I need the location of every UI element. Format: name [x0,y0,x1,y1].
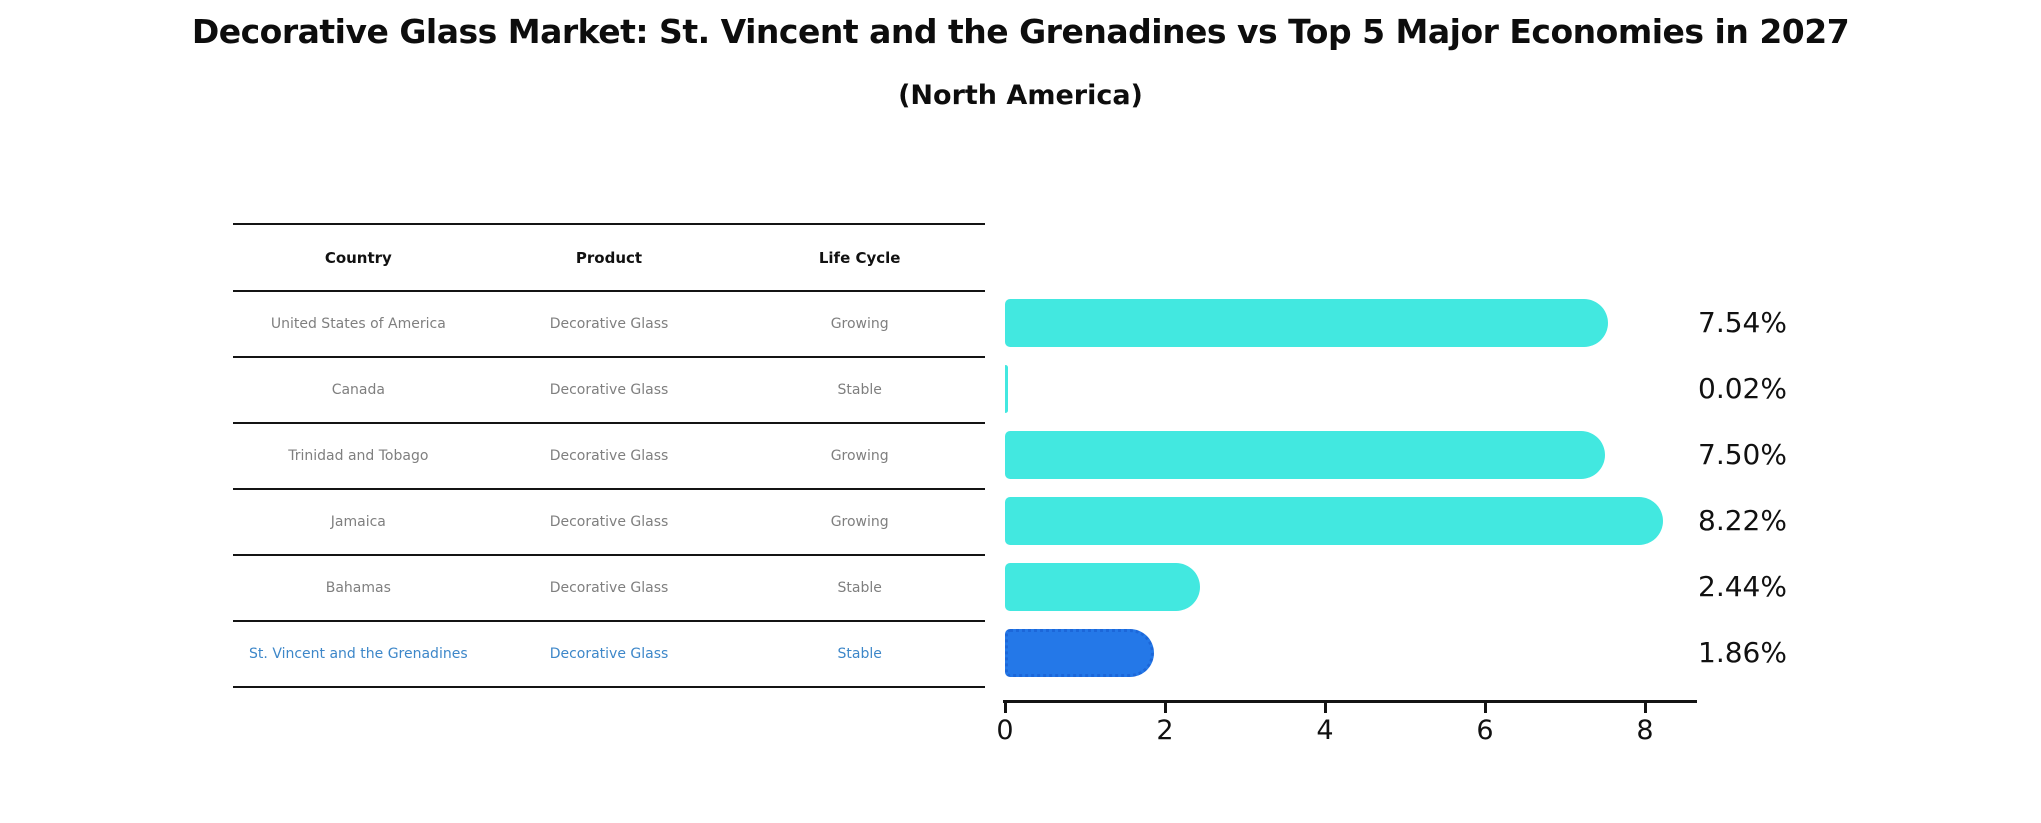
bar-jamaica [1005,497,1663,545]
table-row-st-vincent-and-the-grenadines: St. Vincent and the Grenadines Decorativ… [233,622,985,688]
cell-country: Trinidad and Tobago [288,448,429,464]
table-header-row: Country Product Life Cycle [233,225,985,292]
x-axis-tick-label: 2 [1156,715,1174,746]
cell-product: Decorative Glass [549,646,669,662]
cell-life-cycle: Stable [837,580,882,596]
column-header-product: Product [575,248,643,267]
table-row-canada: Canada Decorative Glass Stable [233,358,985,424]
bar-canada [1005,365,1008,413]
cell-life-cycle: Stable [837,646,882,662]
bar-trinidad-and-tobago [1005,431,1605,479]
x-axis-tick-label: 8 [1636,715,1654,746]
chart-title: Decorative Glass Market: St. Vincent and… [191,12,1850,51]
bar-united-states [1005,299,1609,347]
column-header-country: Country [324,248,392,267]
cell-country: Bahamas [325,580,391,596]
x-axis-line [1003,700,1697,703]
x-axis-tick-mark [1324,703,1327,713]
cell-product: Decorative Glass [549,382,669,398]
cell-country: Jamaica [330,514,386,530]
value-label: 7.54% [1698,306,1787,339]
table-row-jamaica: Jamaica Decorative Glass Growing [233,490,985,556]
value-label: 0.02% [1698,372,1787,405]
table-row-trinidad-and-tobago: Trinidad and Tobago Decorative Glass Gro… [233,424,985,490]
cell-product: Decorative Glass [549,448,669,464]
x-axis-tick-mark [1644,703,1647,713]
value-label: 2.44% [1698,570,1787,603]
x-axis-tick-label: 6 [1476,715,1494,746]
cell-product: Decorative Glass [549,316,669,332]
bar-st-vincent-and-the-grenadines [1005,629,1154,677]
cell-product: Decorative Glass [549,580,669,596]
x-axis-tick-mark [1004,703,1007,713]
column-header-life-cycle: Life Cycle [818,248,901,267]
x-axis-tick-mark [1164,703,1167,713]
cell-product: Decorative Glass [549,514,669,530]
table-row-bahamas: Bahamas Decorative Glass Stable [233,556,985,622]
cell-life-cycle: Growing [830,448,889,464]
cell-country: United States of America [270,316,446,332]
value-label: 7.50% [1698,438,1787,471]
value-label: 8.22% [1698,504,1787,537]
bar-bahamas [1005,563,1201,611]
cell-country: Canada [331,382,385,398]
table-row-united-states: United States of America Decorative Glas… [233,292,985,358]
cell-life-cycle: Growing [830,514,889,530]
country-table: Country Product Life Cycle United States… [233,223,985,688]
chart-subtitle: (North America) [898,80,1143,111]
cell-life-cycle: Stable [837,382,882,398]
cell-life-cycle: Growing [830,316,889,332]
x-axis-tick-label: 0 [996,715,1014,746]
x-axis-tick-label: 4 [1316,715,1334,746]
value-label: 1.86% [1698,636,1787,669]
x-axis-tick-mark [1484,703,1487,713]
cell-country: St. Vincent and the Grenadines [249,646,468,662]
